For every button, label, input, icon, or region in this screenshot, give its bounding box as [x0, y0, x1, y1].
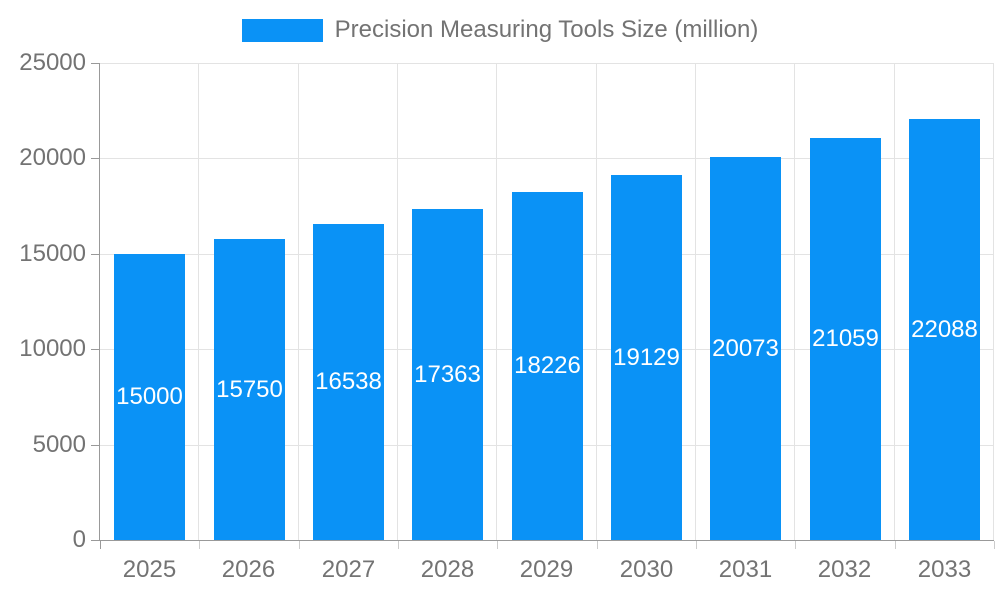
- x-tick-label: 2032: [817, 556, 872, 583]
- bar-value-label: 19129: [613, 343, 680, 371]
- y-tick: [91, 254, 100, 255]
- y-tick: [91, 158, 100, 159]
- bar-value-label: 15000: [116, 383, 183, 410]
- bar-value-label: 15750: [216, 375, 283, 403]
- legend[interactable]: Precision Measuring Tools Size (million): [0, 16, 1000, 44]
- gridline-horizontal: [100, 63, 994, 64]
- bar-2028[interactable]: 17363: [412, 209, 483, 540]
- x-tick: [398, 541, 399, 549]
- x-tick-label: 2025: [122, 556, 177, 583]
- x-tick-label: 2029: [519, 556, 574, 583]
- bar-2033[interactable]: 22088: [909, 119, 980, 540]
- gridline-vertical: [794, 63, 795, 540]
- gridline-horizontal: [100, 158, 994, 159]
- bar-value-label: 17363: [414, 360, 481, 388]
- x-tick: [895, 541, 896, 549]
- plot-area: 15000 15750 16538 17363 18226 19129 20073 21059…: [99, 63, 994, 541]
- x-tick: [597, 541, 598, 549]
- y-tick: [91, 540, 100, 541]
- y-tick: [91, 63, 100, 64]
- x-tick: [696, 541, 697, 549]
- legend-swatch: [241, 18, 323, 42]
- legend-title: Precision Measuring Tools Size (million): [334, 16, 759, 43]
- bar-value-label: 21059: [812, 325, 879, 352]
- x-tick: [795, 541, 796, 549]
- x-tick: [199, 541, 200, 549]
- bar-2025[interactable]: 15000: [114, 254, 185, 540]
- gridline-vertical: [397, 63, 398, 540]
- y-tick-label: 25000: [19, 49, 86, 76]
- gridline-vertical: [894, 63, 895, 540]
- y-tick-label: 0: [72, 526, 86, 553]
- bar-value-label: 16538: [315, 368, 382, 395]
- x-tick-label: 2033: [917, 556, 972, 583]
- bar-2029[interactable]: 18226: [512, 192, 583, 540]
- bar-2031[interactable]: 20073: [710, 157, 781, 540]
- bar-2027[interactable]: 16538: [313, 224, 384, 540]
- gridline-vertical: [298, 63, 299, 540]
- x-tick: [497, 541, 498, 549]
- y-tick: [91, 445, 100, 446]
- x-tick: [299, 541, 300, 549]
- x-tick-label: 2031: [718, 556, 773, 583]
- bar-2032[interactable]: 21059: [810, 138, 881, 540]
- y-tick-label: 20000: [19, 144, 86, 171]
- y-tick-label: 10000: [19, 335, 86, 362]
- x-tick-label: 2027: [321, 556, 376, 583]
- bar-value-label: 22088: [911, 315, 978, 343]
- gridline-vertical: [596, 63, 597, 540]
- bar-2030[interactable]: 19129: [611, 175, 682, 540]
- x-tick: [994, 541, 995, 549]
- y-tick: [91, 349, 100, 350]
- x-tick: [100, 541, 101, 549]
- bar-2026[interactable]: 15750: [214, 239, 285, 540]
- bar-value-label: 18226: [514, 352, 581, 379]
- gridline-vertical: [496, 63, 497, 540]
- gridline-vertical: [198, 63, 199, 540]
- x-tick-label: 2026: [221, 556, 276, 583]
- y-tick-label: 15000: [19, 240, 86, 267]
- gridline-vertical: [695, 63, 696, 540]
- y-tick-label: 5000: [32, 431, 86, 458]
- x-tick-label: 2028: [420, 556, 475, 583]
- bar-value-label: 20073: [712, 334, 779, 362]
- x-tick-label: 2030: [619, 556, 674, 583]
- gridline-vertical: [993, 63, 994, 540]
